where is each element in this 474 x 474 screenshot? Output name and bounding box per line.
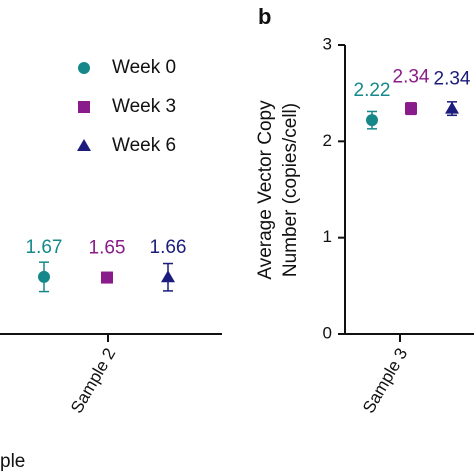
marker	[445, 101, 459, 114]
value-label: 2.22	[354, 80, 391, 101]
legend-label: Week 0	[112, 57, 176, 78]
value-label: 1.65	[89, 238, 126, 259]
y-tick-label: 2	[323, 131, 332, 150]
y-tick-label: 1	[323, 227, 332, 246]
value-label: 1.66	[150, 237, 187, 258]
panel-label: b	[258, 4, 271, 29]
x-tick-label: Sample 3	[359, 345, 411, 417]
marker	[77, 139, 91, 151]
marker	[366, 114, 378, 127]
y-axis-label: Average Vector Copy	[255, 100, 276, 280]
y-axis-label: Number (copies/cell)	[280, 103, 301, 277]
marker	[161, 270, 175, 283]
x-tick-label: Sample 2	[67, 345, 119, 417]
marker	[405, 102, 417, 115]
value-label: 2.34	[393, 67, 430, 88]
value-label: 2.34	[434, 69, 471, 90]
marker	[78, 62, 90, 74]
marker	[78, 101, 90, 113]
x-axis-label: ple	[0, 451, 25, 472]
marker	[38, 270, 50, 283]
y-tick-label: 3	[323, 34, 332, 53]
y-tick-label: 0	[323, 323, 332, 342]
legend-label: Week 6	[112, 135, 176, 156]
value-label: 1.67	[26, 237, 63, 258]
legend-label: Week 3	[112, 96, 176, 117]
marker	[101, 271, 113, 284]
